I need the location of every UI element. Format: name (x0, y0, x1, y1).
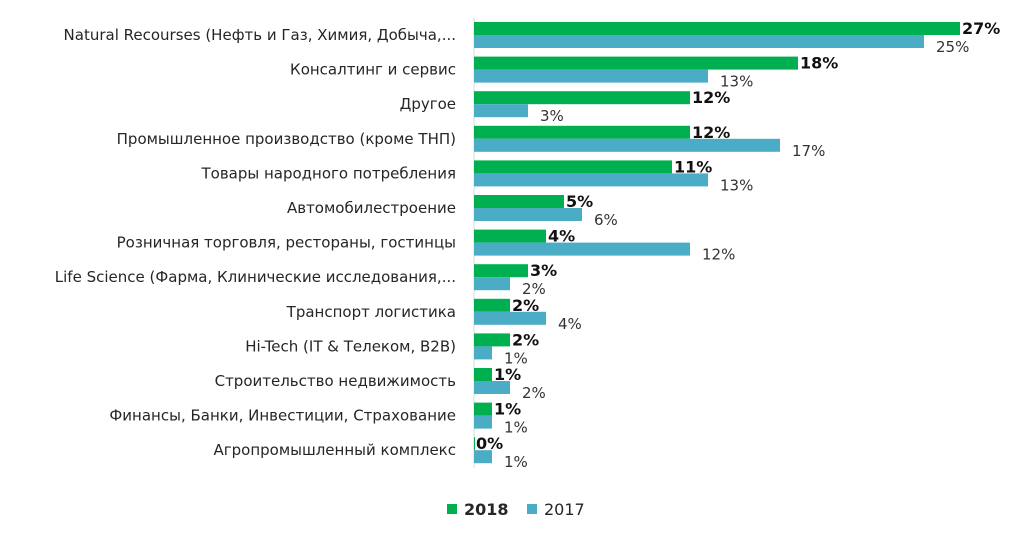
category-label: Life Science (Фарма, Клинические исследо… (55, 268, 456, 286)
data-label-2017: 13% (720, 73, 753, 91)
bar-2018 (474, 264, 528, 278)
category-label: Розничная торговля, рестораны, гостинцы (117, 234, 456, 252)
data-label-2017: 25% (936, 38, 969, 56)
data-label-2018: 27% (962, 19, 1000, 38)
category-label: Natural Recourses (Нефть и Газ, Химия, Д… (64, 26, 456, 44)
data-label-2018: 5% (566, 192, 593, 211)
axis-layer: Natural Recourses (Нефть и Газ, Химия, Д… (55, 18, 475, 468)
category-label: Финансы, Банки, Инвестиции, Страхование (109, 407, 456, 425)
bar-2018 (474, 368, 492, 381)
data-label-2018: 12% (692, 123, 730, 142)
data-label-2017: 1% (504, 349, 528, 367)
bar-2018 (474, 333, 510, 347)
data-label-2018: 0% (476, 434, 503, 453)
data-label-2017: 6% (594, 211, 618, 229)
category-label: Другое (400, 95, 456, 113)
labels-layer: 27%25%18%13%12%3%12%17%11%13%5%6%4%12%3%… (476, 19, 1000, 471)
bar-2017 (474, 242, 690, 256)
bar-2017 (474, 450, 492, 464)
bar-2017 (474, 69, 708, 83)
bar-2017 (474, 138, 780, 152)
bar-2017 (474, 208, 582, 221)
data-label-2018: 18% (800, 54, 838, 73)
category-label: Строительство недвижимость (215, 372, 456, 390)
bar-2018 (474, 437, 475, 451)
data-label-2018: 12% (692, 88, 730, 107)
bar-2017 (474, 415, 492, 429)
data-label-2018: 2% (512, 330, 539, 349)
bar-2018 (474, 91, 690, 105)
data-label-2017: 12% (702, 246, 735, 264)
data-label-2017: 1% (504, 453, 528, 471)
data-label-2018: 2% (512, 296, 539, 315)
category-label: Автомобилестроение (287, 199, 456, 217)
bar-2017 (474, 173, 708, 187)
data-label-2017: 4% (558, 315, 582, 333)
data-label-2017: 1% (504, 419, 528, 437)
category-label: Транспорт логистика (286, 303, 456, 321)
data-label-2018: 3% (530, 261, 557, 280)
legend-label-2017: 2017 (544, 500, 585, 519)
data-label-2018: 11% (674, 157, 712, 176)
bar-2018 (474, 125, 690, 139)
bar-2017 (474, 104, 528, 118)
bar-2018 (474, 195, 564, 208)
bar-2018 (474, 160, 672, 174)
category-label: Агропромышленный комплекс (213, 441, 456, 459)
data-label-2017: 13% (720, 176, 753, 194)
category-label: Товары народного потребления (200, 164, 456, 182)
bar-2017 (474, 35, 924, 48)
bars-layer (474, 22, 960, 464)
data-label-2018: 1% (494, 365, 521, 384)
bar-2018 (474, 22, 960, 35)
data-label-2017: 17% (792, 142, 825, 160)
category-label: Промышленное производство (кроме ТНП) (117, 130, 456, 148)
bar-2018 (474, 298, 510, 312)
legend-swatch-2018 (447, 504, 457, 514)
data-label-2018: 1% (494, 400, 521, 419)
bar-2017 (474, 346, 492, 360)
bar-2017 (474, 277, 510, 291)
data-label-2017: 2% (522, 384, 546, 402)
legend: 2018 2017 (447, 500, 585, 519)
category-label: Hi-Tech (IT & Телеком, B2B) (245, 337, 456, 355)
bar-2017 (474, 311, 546, 325)
legend-swatch-2017 (527, 504, 537, 514)
bar-2018 (474, 402, 492, 416)
bar-2017 (474, 381, 510, 394)
data-label-2018: 4% (548, 227, 575, 246)
data-label-2017: 3% (540, 107, 564, 125)
category-label: Консалтинг и сервис (290, 61, 456, 79)
bar-2018 (474, 56, 798, 70)
data-label-2017: 2% (522, 280, 546, 298)
bar-2018 (474, 229, 546, 243)
legend-label-2018: 2018 (464, 500, 509, 519)
